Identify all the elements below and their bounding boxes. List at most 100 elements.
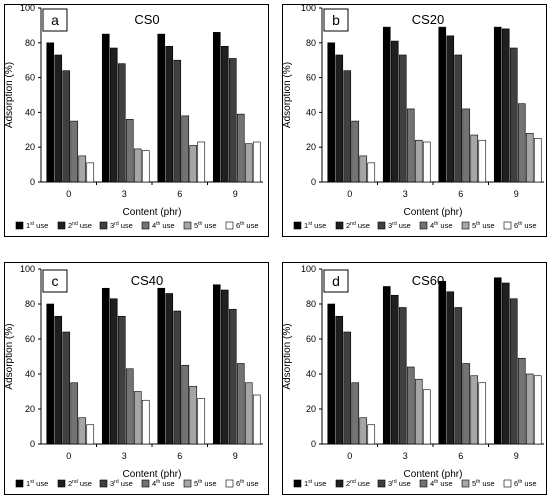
legend-swatch	[99, 221, 108, 230]
x-tick-label: 3	[403, 451, 408, 461]
legend-label: 3rd use	[110, 221, 133, 230]
legend-label: 1st use	[26, 479, 48, 488]
bar-2-use	[390, 40, 399, 183]
chart-title: CS20	[412, 12, 445, 27]
bar-5-use	[359, 155, 368, 183]
y-tick-label: 80	[306, 38, 316, 48]
y-tick-label: 100	[301, 264, 316, 274]
bar-4-use	[125, 119, 134, 183]
bar-5-use	[189, 385, 198, 445]
legend-label: 5th use	[472, 221, 495, 230]
bar-2-use	[446, 35, 455, 183]
bar-3-use	[173, 59, 182, 183]
bar-4-use	[70, 382, 79, 445]
y-tick-label: 0	[30, 439, 35, 449]
x-tick-label: 9	[233, 189, 238, 199]
legend-label: 5th use	[194, 479, 217, 488]
bar-6-use	[422, 141, 431, 183]
bar-2-use	[446, 291, 455, 445]
y-axis-title: Adsorption (%)	[282, 62, 293, 128]
bar-3-use	[343, 70, 352, 183]
x-tick-label: 9	[514, 451, 519, 461]
bar-3-use	[343, 331, 352, 445]
legend-label: 5th use	[472, 479, 495, 488]
bar-2-use	[501, 28, 510, 183]
bar-3-use	[173, 310, 182, 445]
bar-5-use	[78, 155, 87, 183]
bar-1-use	[46, 42, 55, 183]
y-tick-label: 20	[25, 142, 35, 152]
x-axis-title: Content (phr)	[404, 207, 463, 218]
bar-4-use	[462, 363, 471, 445]
legend-swatch	[225, 479, 234, 488]
panel-letter-box	[42, 8, 68, 32]
bar-5-use	[525, 132, 534, 183]
chart-title: CS40	[131, 273, 164, 288]
legend-swatch	[57, 479, 66, 488]
bar-3-use	[117, 315, 126, 445]
legend-label: 1st use	[304, 221, 326, 230]
legend-swatch	[141, 479, 150, 488]
legend-swatch	[225, 221, 234, 230]
bar-4-use	[70, 120, 79, 183]
y-tick-label: 60	[25, 334, 35, 344]
panel-frame	[282, 262, 547, 495]
bar-4-use	[517, 103, 526, 183]
bar-2-use	[501, 282, 510, 445]
bar-4-use	[517, 357, 526, 445]
bar-2-use	[165, 293, 174, 445]
x-tick-label: 3	[403, 189, 408, 199]
legend-swatch	[503, 479, 512, 488]
x-axis-title: Content (phr)	[123, 207, 182, 218]
bar-6-use	[141, 150, 150, 183]
bar-6-use	[252, 394, 261, 445]
y-axis-title: Adsorption (%)	[4, 62, 15, 128]
bar-2-use	[109, 47, 118, 183]
y-tick-label: 40	[25, 107, 35, 117]
legend-label: 3rd use	[388, 479, 411, 488]
bar-5-use	[525, 373, 534, 445]
bar-6-use	[141, 399, 150, 445]
legend-label: 2nd use	[346, 479, 370, 488]
bar-3-use	[62, 70, 71, 183]
legend-swatch	[503, 221, 512, 230]
x-tick-label: 0	[347, 189, 352, 199]
y-tick-label: 40	[306, 107, 316, 117]
legend-label: 3rd use	[110, 479, 133, 488]
legend-swatch	[57, 221, 66, 230]
bar-5-use	[244, 143, 253, 183]
y-tick-label: 0	[30, 177, 35, 187]
x-axis-title: Content (phr)	[123, 469, 182, 480]
bar-3-use	[398, 54, 407, 183]
bar-2-use	[54, 315, 63, 445]
legend-swatch	[183, 221, 192, 230]
bar-5-use	[133, 148, 142, 183]
panel-letter: a	[51, 12, 59, 28]
bar-6-use	[478, 382, 487, 445]
bar-4-use	[236, 363, 245, 445]
bar-1-use	[493, 26, 502, 183]
legend-label: 4th use	[152, 221, 175, 230]
bar-4-use	[351, 382, 360, 445]
y-axis-title: Adsorption (%)	[4, 323, 15, 389]
bar-3-use	[454, 54, 463, 183]
y-tick-label: 60	[25, 73, 35, 83]
legend-label: 1st use	[26, 221, 48, 230]
legend-label: 5th use	[194, 221, 217, 230]
bar-2-use	[109, 298, 118, 445]
bar-1-use	[212, 284, 221, 445]
x-tick-label: 0	[66, 451, 71, 461]
bar-5-use	[244, 382, 253, 445]
legend-label: 2nd use	[68, 479, 92, 488]
bar-4-use	[406, 108, 415, 183]
x-tick-label: 6	[177, 189, 182, 199]
bar-2-use	[335, 54, 344, 183]
x-axis-title: Content (phr)	[404, 469, 463, 480]
legend-label: 3rd use	[388, 221, 411, 230]
bar-6-use	[86, 424, 95, 445]
chart-title: CS0	[134, 12, 159, 27]
legend-swatch	[293, 221, 302, 230]
y-tick-label: 0	[311, 177, 316, 187]
legend-label: 6th use	[514, 221, 537, 230]
bar-1-use	[438, 280, 447, 445]
